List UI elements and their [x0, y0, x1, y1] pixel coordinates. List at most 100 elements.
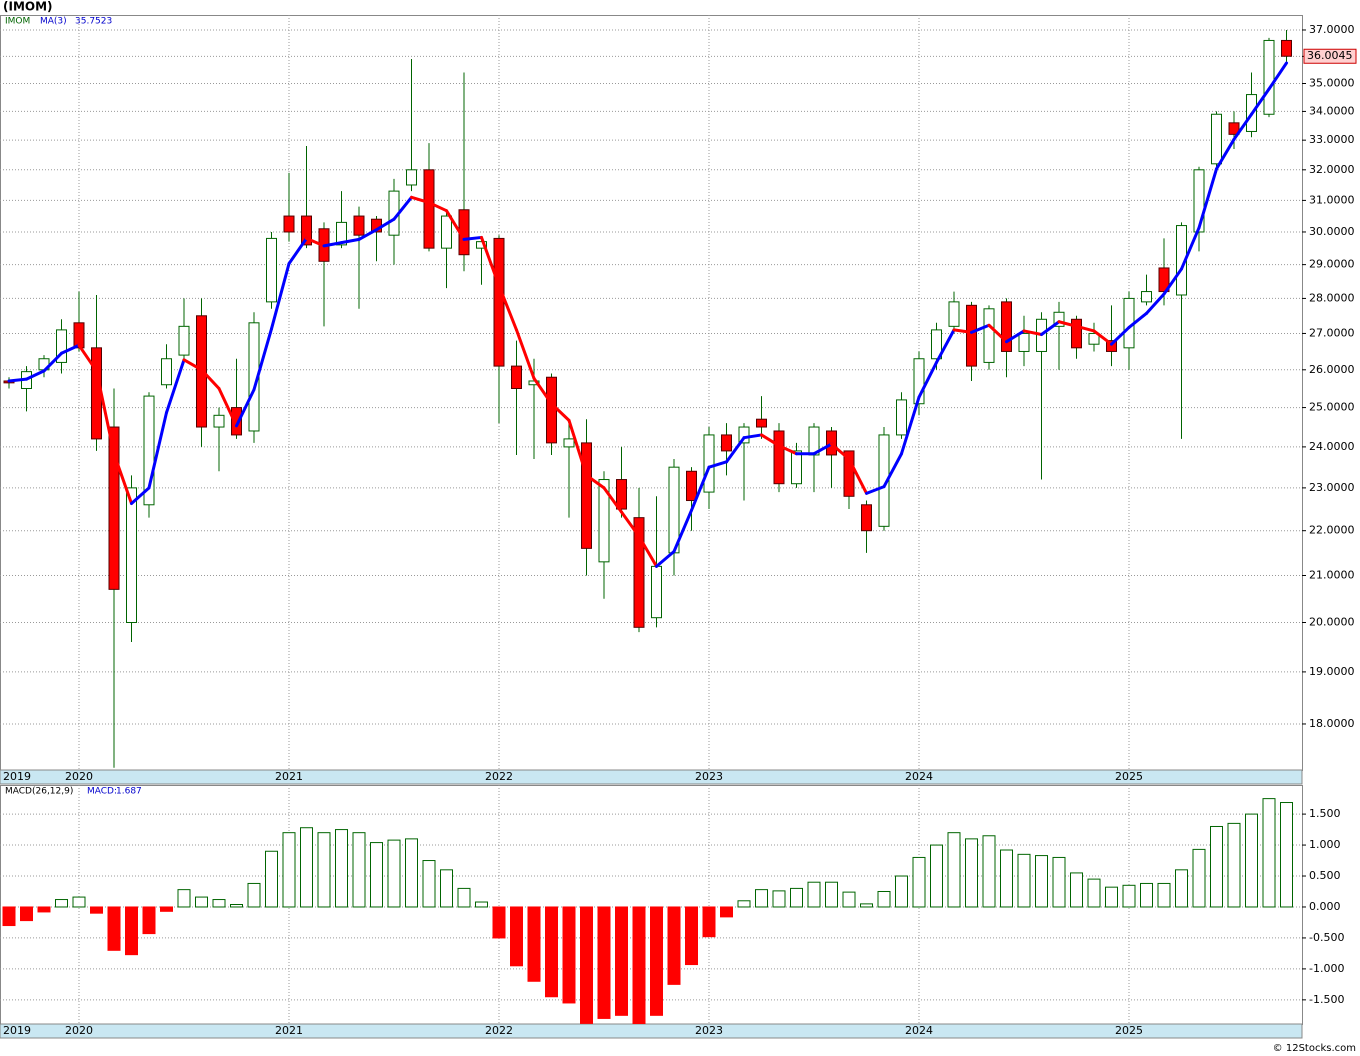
- last-price-box: [1303, 48, 1357, 64]
- ma-line: [322, 241, 343, 248]
- ma-line: [427, 201, 448, 213]
- ma-line: [462, 235, 483, 241]
- macd-bar: [877, 890, 891, 908]
- macd-bar: [212, 899, 226, 908]
- y-tick-label: 20.0000: [1309, 615, 1355, 628]
- macd-bar: [352, 832, 366, 908]
- macd-bar: [947, 832, 961, 908]
- ma-line: [1197, 167, 1218, 230]
- candle-body: [143, 395, 155, 506]
- candle-body: [773, 430, 785, 485]
- candle-body: [563, 438, 575, 448]
- ma-line: [165, 358, 186, 415]
- y-tick-label: 1.500: [1309, 807, 1341, 820]
- ma-line: [777, 444, 798, 456]
- ma-line: [25, 369, 46, 381]
- candle-body: [616, 479, 627, 510]
- candle-body: [336, 221, 347, 246]
- y-tick-label: -1.500: [1309, 993, 1344, 1006]
- candle-body: [598, 479, 610, 563]
- ma-line: [690, 465, 711, 512]
- macd-bar: [1140, 882, 1153, 908]
- macd-bar: [1280, 802, 1293, 908]
- y-tick-label: 22.0000: [1309, 524, 1355, 537]
- candle-body: [56, 329, 67, 363]
- macd-bar: [335, 829, 348, 908]
- candle-body: [843, 450, 855, 497]
- ma-line: [410, 195, 431, 205]
- macd-bar: [982, 835, 996, 908]
- macd-bar: [125, 906, 138, 956]
- candle-body: [546, 376, 557, 444]
- y-tick-label: 24.0000: [1309, 440, 1355, 453]
- macd-bar: [317, 832, 331, 908]
- candle-body: [1088, 332, 1100, 345]
- x-tick-label: 2021: [275, 1024, 303, 1037]
- ma-line: [707, 460, 728, 469]
- macd-bar: [300, 827, 313, 908]
- candle-body: [406, 169, 417, 186]
- macd-bar: [1245, 813, 1258, 908]
- macd-bar: [195, 896, 208, 908]
- macd-bar: [492, 906, 506, 939]
- x-tick-label: 2024: [905, 1024, 933, 1037]
- candle-body: [983, 308, 995, 363]
- legend-ma-value: 35.7523: [75, 17, 112, 27]
- ma-line: [392, 195, 413, 221]
- candle-body: [878, 434, 890, 527]
- macd-bar: [895, 875, 908, 908]
- macd-bar: [860, 903, 873, 908]
- macd-bar: [597, 906, 611, 1019]
- macd-bar: [720, 906, 733, 918]
- y-tick-label: 32.0000: [1309, 163, 1355, 176]
- candle-body: [353, 215, 365, 236]
- y-tick-label: 0.000: [1309, 900, 1341, 913]
- macd-bar: [1000, 849, 1013, 908]
- macd-bar: [90, 906, 103, 914]
- y-tick-label: 25.0000: [1309, 401, 1355, 414]
- macd-bar: [702, 906, 716, 938]
- ma-line: [1162, 267, 1183, 296]
- x-tick-label: 2020: [65, 1024, 93, 1037]
- ma-line: [1250, 87, 1271, 116]
- ma-line: [252, 327, 273, 392]
- y-tick-label: 34.0000: [1309, 104, 1355, 117]
- ma-line: [742, 433, 763, 440]
- y-tick-label: 37.0000: [1309, 23, 1355, 36]
- y-tick-label: 30.0000: [1309, 225, 1355, 238]
- macd-bar: [685, 906, 698, 966]
- y-tick-label: 23.0000: [1309, 481, 1355, 494]
- candle-body: [1263, 39, 1275, 115]
- macd-bar: [247, 882, 261, 908]
- ma-line: [1075, 324, 1096, 333]
- candle-body: [756, 418, 767, 428]
- x-axis-strip: [0, 1023, 1303, 1039]
- macd-bar: [1157, 882, 1171, 908]
- candle-body: [1281, 39, 1292, 57]
- macd-bar: [1052, 856, 1066, 908]
- macd-value: 1.687: [116, 787, 142, 797]
- candle-body: [126, 487, 137, 623]
- macd-bar: [615, 906, 628, 1016]
- candle-body: [441, 215, 452, 249]
- macd-bar: [370, 842, 383, 908]
- y-tick-label: 29.0000: [1309, 258, 1355, 271]
- candle-body: [948, 301, 960, 327]
- macd-bar: [965, 838, 978, 908]
- y-tick-label: 31.0000: [1309, 193, 1355, 206]
- macd-bar: [72, 896, 86, 908]
- y-tick-label: -1.000: [1309, 962, 1344, 975]
- ma-line: [1110, 325, 1131, 346]
- macd-bar: [2, 906, 16, 927]
- footer: © 12Stocks.com: [1273, 1043, 1356, 1054]
- ma-line: [952, 328, 973, 334]
- macd-bar: [510, 906, 523, 967]
- macd-bar: [1087, 878, 1101, 908]
- ma-line: [445, 209, 466, 241]
- candle-body: [738, 426, 750, 444]
- ma-line: [270, 262, 291, 331]
- macd-bar: [422, 860, 436, 908]
- ma-line: [567, 418, 588, 477]
